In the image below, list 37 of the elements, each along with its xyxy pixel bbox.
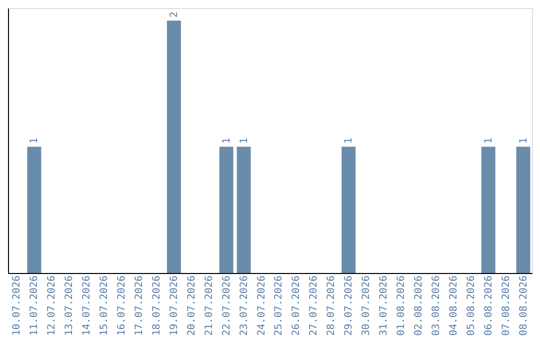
x-tick-label: 18.07.2026: [151, 276, 162, 336]
data-label: 1: [518, 138, 530, 144]
x-tick-label: 08.08.2026: [518, 276, 530, 336]
x-tick-label: 17.07.2026: [134, 276, 145, 336]
x-tick-label: 01.08.2026: [396, 276, 407, 336]
x-tick-label: 28.07.2026: [326, 276, 338, 336]
data-label: 1: [29, 138, 40, 144]
x-tick-label: 15.07.2026: [99, 276, 110, 336]
x-tick-label: 24.07.2026: [256, 276, 268, 336]
x-tick-label: 26.07.2026: [291, 276, 302, 336]
x-tick-label: 03.08.2026: [430, 276, 442, 336]
data-label: 1: [221, 138, 232, 144]
x-tick-label: 30.07.2026: [361, 276, 372, 336]
data-label: 1: [238, 138, 250, 144]
x-tick-label: 29.07.2026: [344, 276, 355, 336]
x-tick-label: 22.07.2026: [221, 276, 232, 336]
x-tick-label: 25.07.2026: [274, 276, 285, 336]
x-tick-label: 11.07.2026: [29, 276, 40, 336]
x-tick-label: 20.07.2026: [186, 276, 198, 336]
x-tick-label: 21.07.2026: [204, 276, 215, 336]
x-tick-label: 27.07.2026: [308, 276, 320, 336]
data-label: 2: [168, 12, 180, 18]
x-tick-label: 04.08.2026: [448, 276, 460, 336]
x-tick-label: 13.07.2026: [64, 276, 76, 336]
x-tick-label: 12.07.2026: [46, 276, 58, 336]
x-tick-label: 23.07.2026: [238, 276, 250, 336]
data-label: 1: [344, 138, 355, 144]
x-tick-label: 02.08.2026: [413, 276, 424, 336]
x-tick-label: 19.07.2026: [168, 276, 180, 336]
x-tick-label: 07.08.2026: [500, 276, 512, 336]
x-tick-label: 14.07.2026: [82, 276, 93, 336]
x-tick-label: 31.07.2026: [378, 276, 390, 336]
x-tick-label: 06.08.2026: [483, 276, 494, 336]
x-tick-label: 16.07.2026: [116, 276, 128, 336]
x-tick-label: 05.08.2026: [466, 276, 477, 336]
x-tick-label: 10.07.2026: [12, 276, 23, 336]
data-label: 1: [483, 138, 494, 144]
